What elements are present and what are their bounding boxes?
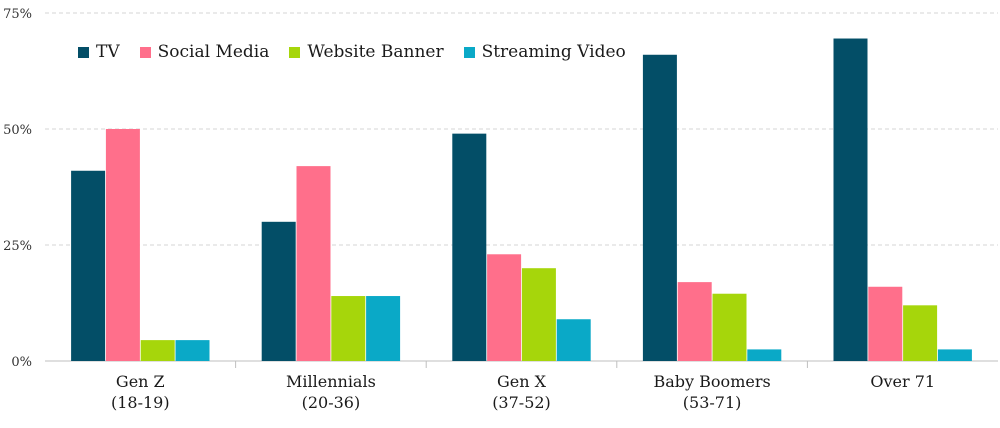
y-axis-tick-labels: 0% 25% 50% 75% [3, 7, 32, 370]
category-label: Gen X [497, 372, 547, 391]
bar-tv-gen-x [452, 133, 487, 361]
y-tick-label: 50% [3, 123, 32, 138]
bar-social-media-baby-boomers [677, 282, 712, 361]
legend-item-website-banner: Website Banner [289, 42, 444, 62]
bars [71, 38, 972, 362]
y-tick-label: 75% [3, 7, 32, 22]
legend-label-streaming-video: Streaming Video [481, 42, 626, 62]
bar-streaming-video-gen-x [556, 319, 591, 361]
bar-tv-baby-boomers [642, 54, 677, 361]
bar-social-media-over-71 [868, 286, 903, 361]
bar-social-media-gen-x [487, 254, 522, 361]
bar-social-media-gen-z [105, 129, 140, 361]
category-sublabel: (20-36) [302, 393, 361, 412]
legend-swatch-website-banner [289, 46, 301, 58]
y-tick-label: 25% [3, 239, 32, 254]
bar-streaming-video-baby-boomers [747, 349, 782, 361]
category-label: Baby Boomers [654, 372, 771, 391]
legend-label-website-banner: Website Banner [307, 42, 444, 62]
legend-item-streaming-video: Streaming Video [463, 42, 626, 62]
legend-swatch-streaming-video [463, 46, 475, 58]
bar-streaming-video-millennials [366, 296, 401, 361]
y-tick-label: 0% [11, 355, 32, 370]
bar-website-banner-gen-x [521, 268, 556, 361]
legend-label-social-media: Social Media [157, 42, 270, 62]
bar-social-media-millennials [296, 166, 331, 361]
category-sublabel: (53-71) [683, 393, 742, 412]
category-label: Millennials [286, 372, 376, 391]
category-label: Gen Z [116, 372, 165, 391]
legend-label-tv: TV [96, 42, 120, 62]
bar-tv-gen-z [71, 170, 106, 361]
legend-item-tv: TV [78, 42, 120, 62]
legend-swatch-tv [78, 46, 89, 58]
bar-tv-millennials [261, 221, 296, 361]
category-label: Over 71 [870, 372, 935, 391]
category-sublabel: (18-19) [111, 393, 170, 412]
legend: TV Social Media Website Banner Streaming… [78, 42, 626, 62]
bar-streaming-video-gen-z [175, 340, 210, 361]
bar-website-banner-millennials [331, 296, 366, 361]
legend-swatch-social-media [139, 46, 151, 58]
bar-website-banner-gen-z [140, 340, 175, 361]
bar-tv-over-71 [833, 38, 868, 362]
bar-streaming-video-over-71 [937, 349, 972, 361]
x-axis-category-labels: Gen Z (18-19) Millennials (20-36) Gen X (37-5… [111, 372, 935, 412]
category-sublabel: (37-52) [492, 393, 551, 412]
bar-website-banner-over-71 [903, 305, 938, 361]
legend-item-social-media: Social Media [139, 42, 270, 62]
bar-website-banner-baby-boomers [712, 293, 747, 361]
